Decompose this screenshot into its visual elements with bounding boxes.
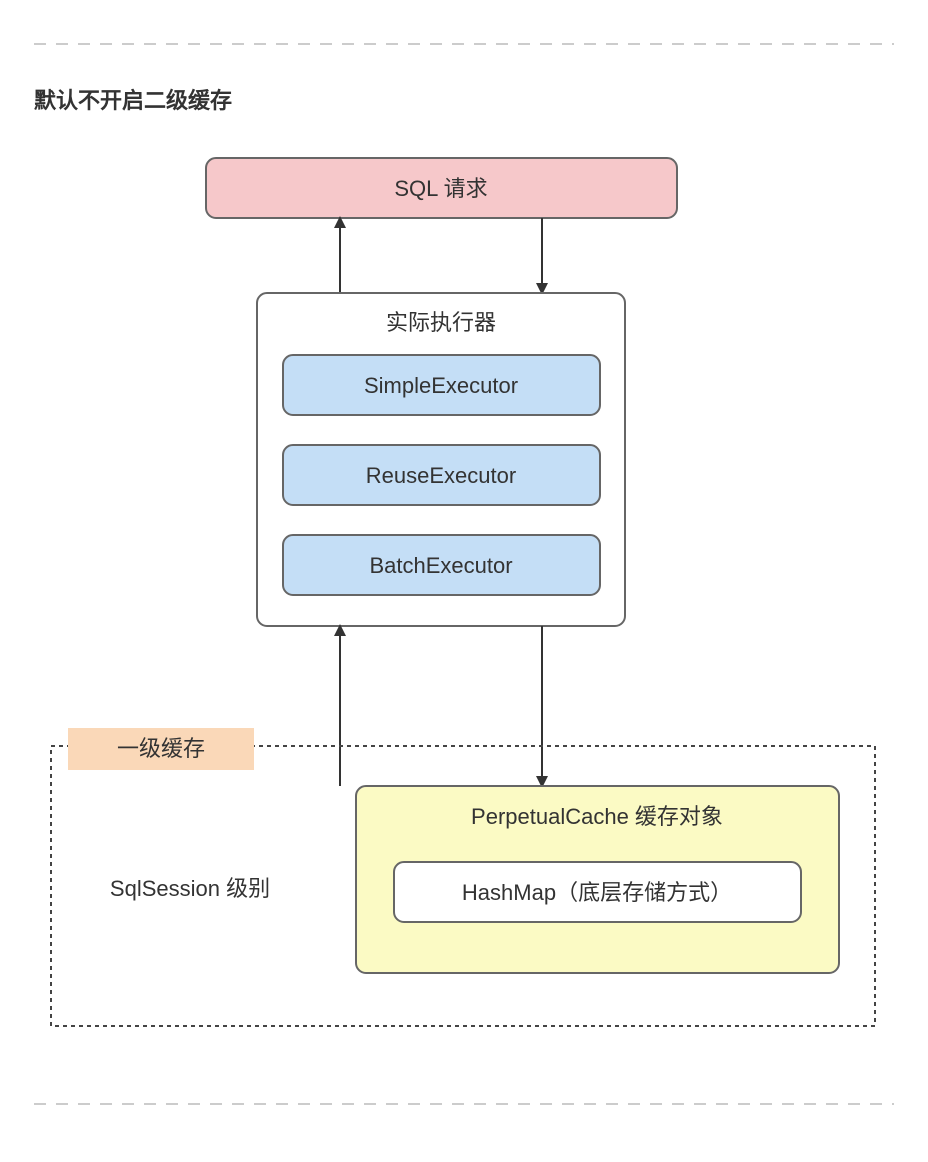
diagram-canvas: 默认不开启二级缓存 SQL 请求 实际执行器 SimpleExecutor Re… [0, 0, 928, 1162]
simple-executor-label: SimpleExecutor [364, 373, 518, 398]
batch-executor-label: BatchExecutor [369, 553, 512, 578]
diagram-title: 默认不开启二级缓存 [34, 88, 232, 113]
perpetual-cache-label: PerpetualCache 缓存对象 [471, 804, 723, 829]
executor-container-title: 实际执行器 [386, 310, 496, 335]
session-level-label: SqlSession 级别 [110, 876, 270, 901]
sql-request-label: SQL 请求 [394, 176, 487, 201]
hashmap-label: HashMap（底层存储方式） [462, 880, 732, 905]
reuse-executor-label: ReuseExecutor [366, 463, 516, 488]
cache-badge-label: 一级缓存 [117, 736, 205, 761]
